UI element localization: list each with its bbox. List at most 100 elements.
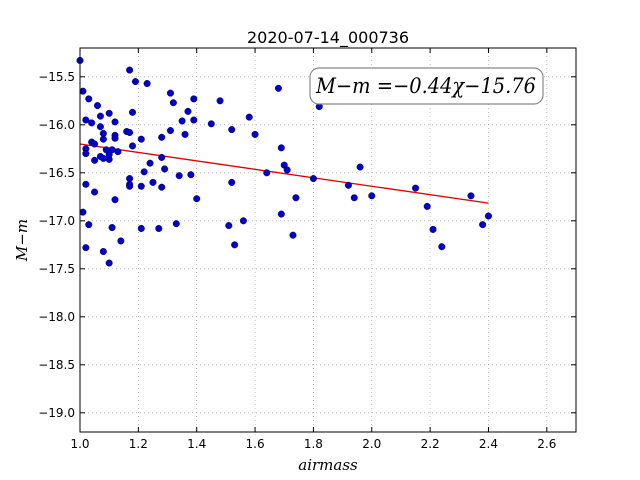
ticks-layer: 1.0 1.2 1.4 1.6 1.8 2.0 2.2 2.4 2.6 −15.5 −16.0 −16… — [38, 48, 576, 451]
data-point — [161, 165, 169, 173]
data-point — [274, 84, 282, 92]
data-point — [105, 109, 113, 117]
data-point — [111, 118, 119, 126]
data-point — [193, 195, 201, 203]
data-point — [178, 117, 186, 125]
data-point — [108, 146, 116, 154]
data-point — [190, 95, 198, 103]
data-point — [143, 80, 151, 88]
data-point — [111, 196, 119, 204]
data-point — [166, 127, 174, 135]
data-point — [85, 95, 93, 103]
data-point — [82, 180, 90, 188]
data-point — [79, 208, 87, 216]
data-point — [137, 224, 145, 232]
data-point — [108, 224, 116, 232]
y-tick-label: −19.0 — [38, 406, 75, 420]
data-point — [169, 99, 177, 107]
data-point — [166, 89, 174, 97]
data-point — [82, 150, 90, 158]
data-point — [350, 194, 358, 202]
x-tick-label: 1.8 — [304, 437, 323, 451]
data-point — [117, 237, 125, 245]
x-tick-label: 2.0 — [362, 437, 381, 451]
data-point — [207, 120, 215, 128]
data-point — [423, 202, 431, 210]
data-point — [99, 248, 107, 256]
equation-box-frame — [309, 67, 544, 105]
fit-layer — [79, 143, 489, 204]
data-point — [140, 168, 148, 176]
data-point — [96, 123, 104, 131]
data-point — [289, 231, 297, 239]
data-point — [356, 163, 364, 171]
data-point — [99, 135, 107, 143]
y-tick-label: −17.5 — [38, 262, 75, 276]
data-point — [292, 194, 300, 202]
data-point — [96, 112, 104, 120]
data-point — [429, 225, 437, 233]
fit-line — [79, 143, 489, 204]
data-point — [114, 148, 122, 156]
data-point — [245, 113, 253, 121]
y-tick-label: −16.5 — [38, 166, 75, 180]
data-point — [88, 119, 96, 127]
data-point — [94, 102, 102, 110]
data-point — [479, 221, 487, 229]
y-axis-label: M−m — [13, 219, 31, 262]
data-point — [239, 217, 247, 225]
y-tick-label: −17.0 — [38, 214, 75, 228]
data-point — [216, 97, 224, 105]
data-point — [85, 221, 93, 229]
data-point — [155, 224, 163, 232]
data-point — [158, 183, 166, 191]
data-point — [149, 178, 157, 186]
fit-equation-box: M−m =−0.44χ−15.76 — [309, 67, 544, 105]
grid-layer — [79, 48, 576, 432]
data-point — [105, 259, 113, 267]
plot-frame — [79, 47, 577, 433]
data-point — [181, 130, 189, 138]
x-tick-label: 2.4 — [479, 437, 498, 451]
data-point — [158, 133, 166, 141]
data-point — [146, 159, 154, 167]
fit-equation: M−m =−0.44χ−15.76 — [315, 74, 536, 98]
y-tick-label: −18.0 — [38, 310, 75, 324]
data-point — [137, 182, 145, 190]
y-tick-label: −18.5 — [38, 358, 75, 372]
x-axis-label: airmass — [298, 456, 358, 474]
data-point — [158, 153, 166, 161]
data-point — [111, 134, 119, 142]
data-point — [231, 241, 239, 249]
data-point — [228, 178, 236, 186]
data-point — [228, 126, 236, 134]
y-tick-label: −16.0 — [38, 118, 75, 132]
data-point — [438, 243, 446, 251]
x-tick-label: 1.6 — [246, 437, 265, 451]
data-point — [129, 108, 137, 116]
data-point — [137, 135, 145, 143]
data-point — [131, 78, 139, 86]
data-point — [225, 222, 233, 230]
data-point — [263, 169, 271, 177]
chart-title: 2020-07-14_000736 — [247, 28, 409, 48]
data-point — [190, 116, 198, 124]
x-tick-label: 2.6 — [537, 437, 556, 451]
data-point — [277, 210, 285, 218]
data-point — [126, 66, 134, 74]
data-point — [91, 188, 99, 196]
data-point — [344, 181, 352, 189]
data-point — [412, 184, 420, 192]
data-point — [82, 244, 90, 252]
data-point — [79, 87, 87, 95]
data-point — [172, 220, 180, 228]
data-point — [82, 116, 90, 124]
y-tick-label: −15.5 — [38, 70, 75, 84]
data-point — [184, 107, 192, 115]
data-point — [187, 171, 195, 179]
data-point — [309, 175, 317, 183]
x-tick-label: 1.0 — [70, 437, 89, 451]
x-tick-label: 2.2 — [421, 437, 440, 451]
x-tick-label: 1.4 — [187, 437, 206, 451]
